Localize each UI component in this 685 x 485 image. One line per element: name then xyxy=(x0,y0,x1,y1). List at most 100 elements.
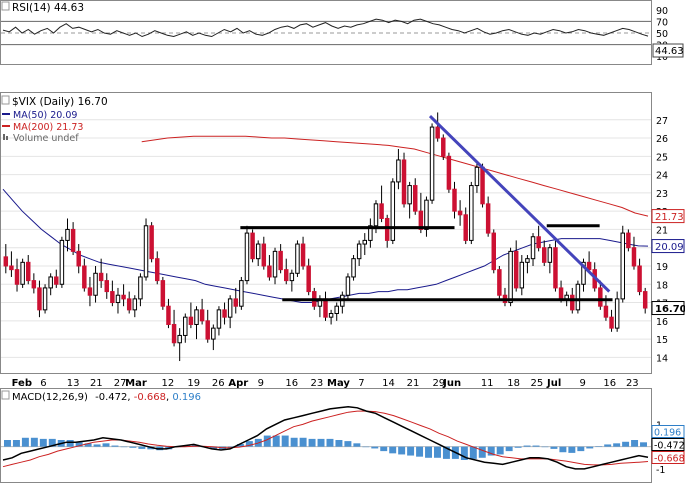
price-tick-label: 16 xyxy=(656,317,668,328)
x-axis-label: 23 xyxy=(311,378,324,389)
ma200-line xyxy=(141,135,649,217)
x-axis-label: 23 xyxy=(626,378,639,389)
legend-ma50: MA(50) 20.09 xyxy=(13,110,77,121)
volume-swatch-b xyxy=(6,136,8,140)
macd-histogram-bar xyxy=(317,438,325,447)
macd-histogram-bar xyxy=(604,444,612,447)
macd-tags: 0.196 -0.472 -0.668 xyxy=(651,425,685,465)
candle-down xyxy=(513,250,519,289)
macd-histogram-bar xyxy=(335,440,343,447)
macd-histogram-bar xyxy=(380,446,388,452)
x-axis-label: May xyxy=(327,378,350,389)
candle-down xyxy=(278,250,283,271)
candle-down xyxy=(166,305,171,325)
candle-down xyxy=(485,203,491,234)
x-axis-label: Jul xyxy=(546,378,561,389)
x-axis-label: 18 xyxy=(507,378,520,389)
macd-label-v1: -0.472 xyxy=(95,392,127,403)
candle-down xyxy=(570,294,575,311)
macd-histogram-bar xyxy=(21,437,29,447)
candle-up xyxy=(351,258,356,278)
macd-histogram-bar xyxy=(613,443,621,447)
candle-up xyxy=(581,261,586,285)
macd-histogram-bar xyxy=(568,446,576,453)
macd-histogram-bar xyxy=(344,441,352,447)
x-axis-label: 11 xyxy=(481,378,494,389)
candle-down xyxy=(267,265,272,278)
candle-down xyxy=(110,291,115,304)
macd-histogram-bar xyxy=(434,446,441,458)
macd-histogram-bar xyxy=(308,438,316,447)
candle-up xyxy=(227,298,233,318)
candle-down xyxy=(250,232,255,260)
macd-histogram-bar xyxy=(640,442,647,447)
trendline xyxy=(428,115,611,293)
candle-up xyxy=(194,309,199,325)
candle-up xyxy=(614,298,620,329)
macd-tag-2: -0.668 xyxy=(654,454,685,465)
price-tag-1: 20.09 xyxy=(655,242,684,253)
macd-histogram-bar xyxy=(236,444,244,447)
macd-histogram-bar xyxy=(577,446,585,452)
rsi-value-tag-box xyxy=(652,43,684,58)
price-tick-label: 18 xyxy=(656,280,668,291)
trend-lines xyxy=(240,115,613,302)
macd-tick-label: -1 xyxy=(656,465,665,476)
macd-histogram-bar xyxy=(460,446,468,460)
candle-up xyxy=(334,305,339,315)
candle-up xyxy=(407,185,412,205)
candle-down xyxy=(413,185,418,212)
macd-histogram-bar xyxy=(514,446,522,448)
price-tick-label: 23 xyxy=(656,189,668,200)
macd-label-v2: -0.668 xyxy=(134,392,166,403)
macd-histogram-bar xyxy=(138,446,146,449)
candle-up xyxy=(362,239,367,245)
macd-histogram-bar xyxy=(272,435,280,447)
candle-up xyxy=(575,283,581,311)
price-tick-label: 19 xyxy=(656,262,668,273)
candle-up xyxy=(20,261,25,285)
macd-histogram-bar xyxy=(210,446,217,449)
x-axis-label: 9 xyxy=(580,378,586,389)
x-axis-label: 29 xyxy=(432,378,445,389)
candle-up xyxy=(143,225,149,278)
legend-volume: Volume undef xyxy=(13,133,79,144)
x-axis-label: 19 xyxy=(187,378,200,389)
candle-down xyxy=(171,323,177,344)
macd-label: MACD(12,26,9) -0.472, -0.668, 0.196 xyxy=(12,392,201,403)
macd-histogram-bar xyxy=(550,446,558,449)
price-tag-box xyxy=(651,209,685,224)
price-tag-box xyxy=(651,239,685,254)
candle-up xyxy=(469,185,474,241)
candle-up xyxy=(295,243,300,274)
rsi-panel: RSI(14) 44.63 9070503010 44.63 xyxy=(0,0,684,65)
candle-down xyxy=(199,309,205,322)
macd-histogram-bar xyxy=(407,446,415,456)
macd-histogram-bar xyxy=(111,445,119,447)
candle-up xyxy=(255,243,261,260)
candle-up xyxy=(429,126,435,201)
x-axis-label: 16 xyxy=(285,378,298,389)
candle-down xyxy=(284,269,289,282)
macd-histogram-bar xyxy=(425,446,432,458)
candle-up xyxy=(183,316,188,336)
macd-histogram-bar xyxy=(281,435,289,447)
rsi-tick-label: 70 xyxy=(656,17,668,28)
macd-tag-box xyxy=(651,425,685,438)
price-label: $VIX (Daily) 16.70 xyxy=(12,96,108,108)
candle-down xyxy=(205,320,210,340)
macd-histogram-bar xyxy=(263,435,271,447)
x-axis-label: 16 xyxy=(603,378,616,389)
macd-histogram-bar xyxy=(39,438,47,447)
candle-down xyxy=(14,269,20,285)
candle-up xyxy=(328,313,334,318)
candle-up xyxy=(508,250,513,304)
x-axis-label: 21 xyxy=(407,378,420,389)
candle-down xyxy=(261,243,267,267)
candle-down xyxy=(463,214,468,241)
x-axis-label: Mar xyxy=(125,378,147,389)
macd-histogram-bar xyxy=(245,441,253,447)
candle-down xyxy=(70,228,76,252)
candle-up xyxy=(547,247,553,263)
candle-down xyxy=(542,247,547,263)
